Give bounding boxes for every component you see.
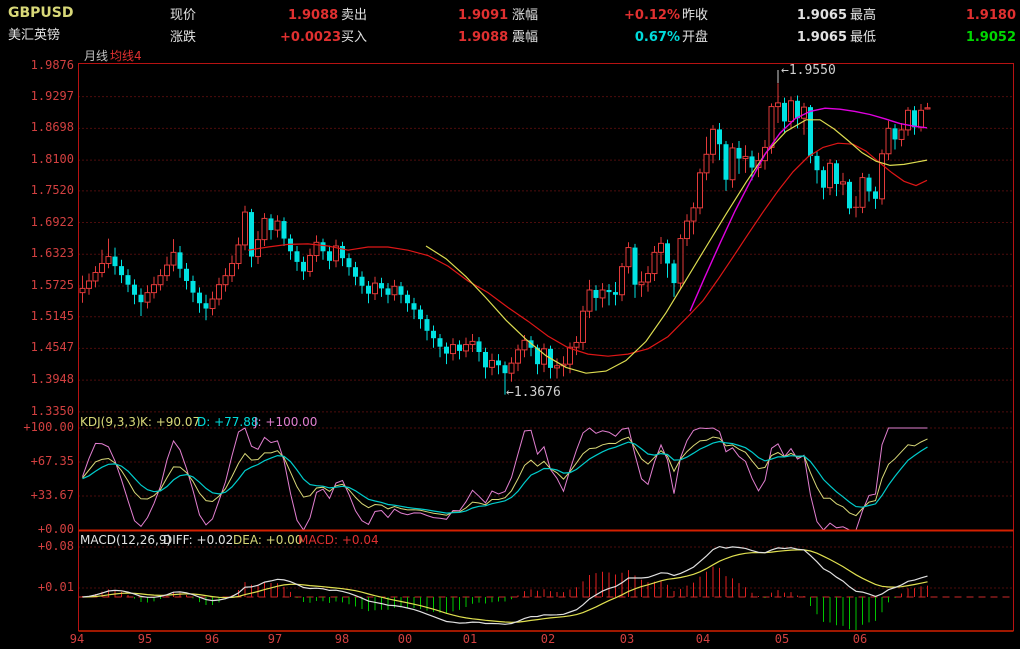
y-axis-label: 1.6922 bbox=[30, 214, 74, 229]
prev-close-label: 昨收 bbox=[682, 8, 709, 23]
x-axis-label: 05 bbox=[774, 632, 790, 646]
macd-axis-label: +0.01 bbox=[37, 580, 74, 594]
kdj-axis-label: +33.67 bbox=[30, 488, 74, 502]
y-axis-label: 1.9297 bbox=[30, 88, 74, 103]
amplitude-label: 震幅 bbox=[512, 30, 539, 45]
y-axis-label: 1.6323 bbox=[30, 246, 74, 261]
y-axis-label: 1.3948 bbox=[30, 372, 74, 387]
y-axis-label: 1.8698 bbox=[30, 120, 74, 135]
x-axis-label: 94 bbox=[69, 632, 85, 646]
kdj-k-value: K: +90.07 bbox=[140, 415, 201, 429]
low-label: 最低 bbox=[850, 30, 877, 45]
macd-macd-value: MACD: +0.04 bbox=[298, 533, 379, 547]
x-axis-label: 04 bbox=[695, 632, 711, 646]
x-axis-label: 95 bbox=[137, 632, 153, 646]
price-annotation: ←1.9550 bbox=[781, 63, 836, 78]
change-pct-label: 涨幅 bbox=[512, 8, 539, 23]
prev-close-value: 1.9065 bbox=[796, 8, 847, 23]
buy-label: 买入 bbox=[341, 30, 368, 45]
y-axis-label: 1.3350 bbox=[30, 403, 74, 418]
kdj-axis-label: +67.35 bbox=[30, 454, 74, 468]
low-value: 1.9052 bbox=[965, 30, 1016, 45]
current-price-value: 1.9088 bbox=[288, 8, 339, 23]
x-axis-label: 03 bbox=[619, 632, 635, 646]
change-pct-value: +0.12% bbox=[624, 8, 680, 23]
x-axis-label: 06 bbox=[852, 632, 868, 646]
open-value: 1.9065 bbox=[796, 30, 847, 45]
sell-label: 卖出 bbox=[341, 8, 368, 23]
symbol-name: 美汇英镑 bbox=[8, 28, 61, 43]
x-axis-label: 96 bbox=[204, 632, 220, 646]
high-label: 最高 bbox=[850, 8, 877, 23]
x-axis-label: 01 bbox=[462, 632, 478, 646]
sell-value: 1.9091 bbox=[458, 8, 509, 23]
kdj-j-value: J: +100.00 bbox=[254, 415, 318, 429]
x-axis-label: 97 bbox=[267, 632, 283, 646]
macd-axis-label: +0.08 bbox=[37, 539, 74, 553]
macd-diff-value: DIFF: +0.02 bbox=[163, 533, 234, 547]
kdj-d-value: D: +77.88 bbox=[197, 415, 259, 429]
open-label: 开盘 bbox=[682, 30, 709, 45]
macd-title[interactable]: MACD(12,26,9) bbox=[80, 533, 172, 547]
x-axis-label: 98 bbox=[334, 632, 350, 646]
price-annotation: ←1.3676 bbox=[506, 385, 561, 400]
y-axis-label: 1.5725 bbox=[30, 278, 74, 292]
macd-dea-value: DEA: +0.00 bbox=[233, 533, 303, 547]
amplitude-value: 0.67% bbox=[634, 30, 680, 45]
period-label[interactable]: 月线 bbox=[84, 49, 109, 63]
ma-setting-label[interactable]: 均线4 bbox=[110, 49, 142, 63]
kdj-axis-label: +100.00 bbox=[23, 420, 74, 434]
current-price-label: 现价 bbox=[170, 8, 197, 23]
kdj-title[interactable]: KDJ(9,3,3) bbox=[80, 415, 141, 429]
change-label: 涨跌 bbox=[170, 30, 197, 45]
y-axis-label: 1.4547 bbox=[30, 340, 74, 355]
change-value: +0.0023 bbox=[280, 30, 342, 45]
kdj-axis-label: +0.00 bbox=[37, 522, 74, 536]
y-axis-label: 1.7520 bbox=[30, 182, 74, 197]
buy-value: 1.9088 bbox=[458, 30, 509, 45]
high-value: 1.9180 bbox=[965, 8, 1016, 23]
y-axis-label: 1.9876 bbox=[30, 58, 74, 72]
symbol-code: GBPUSD bbox=[8, 5, 74, 21]
y-axis-label: 1.5145 bbox=[30, 308, 74, 323]
y-axis-label: 1.8100 bbox=[30, 152, 74, 167]
x-axis-label: 00 bbox=[397, 632, 413, 646]
x-axis-label: 02 bbox=[540, 632, 556, 646]
